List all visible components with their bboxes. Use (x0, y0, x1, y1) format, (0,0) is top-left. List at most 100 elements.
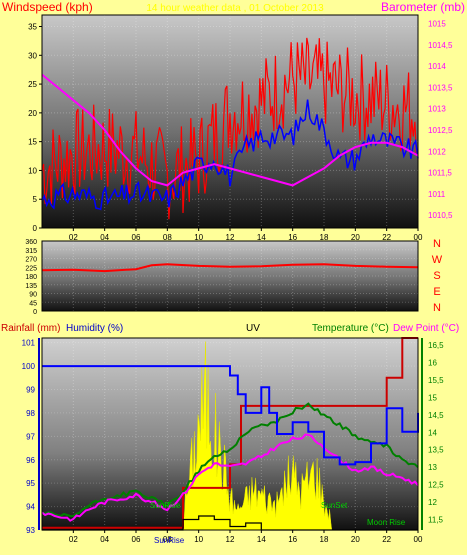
sunrise-axis-annotation: SunRise (154, 536, 185, 545)
y-right-tick-label: 1013 (428, 105, 446, 114)
x-tick-label: 12 (226, 233, 235, 242)
x-tick-label: 02 (69, 535, 78, 544)
x-tick-label: 18 (320, 233, 329, 242)
temp-tick-label: 16,5 (428, 341, 444, 350)
temp-tick-label: 15,5 (428, 376, 444, 385)
wind-average-series (41, 99, 419, 211)
direction-tick-label: 135 (25, 283, 37, 290)
x-tick-label: 16 (288, 233, 297, 242)
temp-tick-label: 13,5 (428, 446, 444, 455)
temp-tick-label: 14 (428, 428, 437, 437)
x-tick-label: 06 (132, 535, 141, 544)
y-left-tick-label: 0 (33, 224, 38, 233)
direction-tick-label: 0 (33, 309, 37, 316)
temp-series (41, 337, 419, 531)
x-tick-label: 12 (226, 535, 235, 544)
wind-direction-series (41, 263, 419, 273)
humidity-tick-label: 98 (26, 409, 35, 418)
solar-series (42, 515, 418, 531)
dewpoint-label: Dew Point (°C) (393, 323, 459, 334)
humidity-tick-label: 95 (26, 479, 35, 488)
temp-tick-label: 16 (428, 358, 437, 367)
uv-label: UV (246, 323, 260, 334)
direction-tick-label: 180 (25, 274, 37, 281)
direction-tick-label: 45 (29, 300, 37, 307)
y-right-tick-label: 1014,5 (428, 41, 453, 50)
temp-plot-border (41, 337, 419, 531)
wind-plot-border (41, 14, 419, 229)
temp-axes: 93 94 95 96 97 98 99 100 101 11,5 12 12,5 13 13,5 14 14… (22, 337, 444, 544)
y-right-tick-label: 1014 (428, 62, 446, 71)
direction-series (41, 263, 419, 273)
wind-axes: 051015202530351010,510111011,510121012,5… (28, 14, 453, 242)
direction-tick-label: 90 (29, 292, 37, 299)
compass-label: E (433, 286, 440, 298)
temperature-series (41, 402, 419, 518)
humidity-tick-label: 97 (26, 432, 35, 441)
direction-plot-area (42, 241, 418, 311)
dewpoint-series (41, 433, 419, 522)
direction-tick-label: 270 (25, 257, 37, 264)
wind-gust-series (41, 37, 417, 220)
x-tick-label: 02 (69, 233, 78, 242)
moonrise-annotation: Moon Rise (367, 518, 406, 527)
temp-tick-label: 12,5 (428, 481, 444, 490)
y-right-tick-label: 1012 (428, 147, 446, 156)
temperature-label: Temperature (°C) (312, 323, 389, 334)
x-tick-label: 00 (414, 535, 423, 544)
direction-tick-label: 360 (25, 239, 37, 246)
x-tick-label: 00 (414, 233, 423, 242)
x-tick-label: 20 (351, 233, 360, 242)
humidity-label: Humidity (%) (66, 323, 123, 334)
humidity-tick-label: 100 (22, 362, 36, 371)
x-tick-label: 14 (257, 535, 266, 544)
y-right-tick-label: 1011 (428, 190, 446, 199)
y-right-tick-label: 1010,5 (428, 211, 453, 220)
temp-tick-label: 14,5 (428, 411, 444, 420)
temp-tick-label: 12 (428, 498, 437, 507)
y-left-tick-label: 20 (28, 109, 37, 118)
temp-tick-label: 15 (428, 393, 437, 402)
y-left-tick-label: 25 (28, 80, 37, 89)
humidity-tick-label: 94 (26, 503, 35, 512)
humidity-tick-label: 96 (26, 456, 35, 465)
x-tick-label: 06 (132, 233, 141, 242)
rainfall-label: Rainfall (mm) (1, 323, 60, 334)
x-tick-label: 10 (194, 535, 203, 544)
x-tick-label: 04 (100, 233, 109, 242)
x-tick-label: 20 (351, 535, 360, 544)
sunset-annotation: SunSet (321, 501, 348, 510)
x-tick-label: 22 (382, 535, 391, 544)
x-tick-label: 08 (163, 535, 172, 544)
compass-label: N (433, 302, 441, 314)
humidity-tick-label: 99 (26, 386, 35, 395)
y-left-tick-label: 10 (28, 166, 37, 175)
y-right-tick-label: 1015 (428, 20, 446, 29)
x-tick-label: 08 (163, 233, 172, 242)
barometer-label: Barometer (mb) (381, 0, 465, 14)
x-tick-label: 14 (257, 233, 266, 242)
y-left-tick-label: 35 (28, 23, 37, 32)
y-right-tick-label: 1012,5 (428, 126, 453, 135)
humidity-series (42, 365, 419, 466)
y-left-tick-label: 30 (28, 51, 37, 60)
y-right-tick-label: 1013,5 (428, 83, 453, 92)
direction-tick-label: 315 (25, 248, 37, 255)
sunrise-annotation: SunRise (150, 501, 181, 510)
x-tick-label: 22 (382, 233, 391, 242)
compass-label: N (433, 238, 441, 250)
barometer-series (41, 73, 419, 187)
x-tick-label: 10 (194, 233, 203, 242)
temp-tick-label: 11,5 (428, 516, 444, 525)
compass-label: S (433, 270, 440, 282)
y-right-tick-label: 1011,5 (428, 169, 452, 178)
direction-tick-label: 225 (25, 265, 37, 272)
compass-label: W (432, 254, 443, 266)
temp-tick-label: 13 (428, 463, 437, 472)
humidity-tick-label: 93 (26, 526, 35, 535)
windspeed-label: Windspeed (kph) (2, 0, 93, 14)
y-left-tick-label: 15 (28, 138, 37, 147)
humidity-tick-label: 101 (22, 339, 36, 348)
